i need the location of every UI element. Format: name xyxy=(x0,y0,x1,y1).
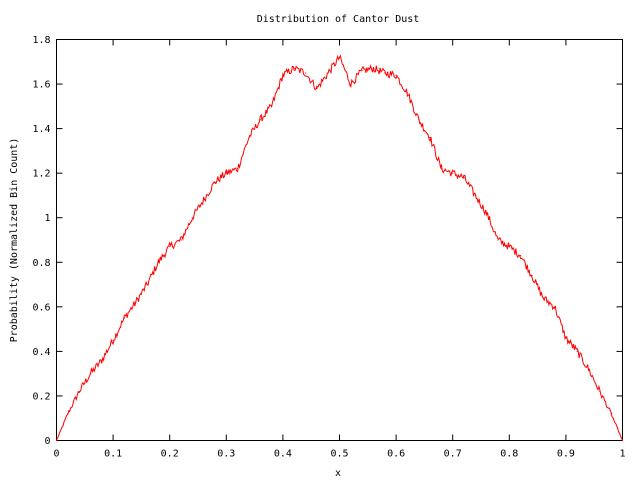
data-point xyxy=(576,350,578,352)
x-axis-label: x xyxy=(335,468,341,479)
data-point xyxy=(486,212,488,214)
x-tick-label: 0.9 xyxy=(557,449,575,460)
data-point xyxy=(214,181,216,183)
series-line xyxy=(56,54,623,441)
data-point xyxy=(237,168,239,170)
data-point xyxy=(418,119,420,121)
data-point xyxy=(123,317,126,319)
plot-frame xyxy=(56,39,623,441)
data-point xyxy=(542,297,544,299)
y-tick-label: 1.6 xyxy=(32,80,50,91)
data-point xyxy=(520,254,522,257)
x-tick-label: 0.5 xyxy=(330,449,348,460)
x-tick-label: 0.6 xyxy=(387,449,405,460)
y-tick-label: 0.4 xyxy=(32,347,50,358)
data-point xyxy=(429,136,431,139)
data-point xyxy=(384,72,386,74)
data-point xyxy=(565,337,567,339)
x-axis: 0 0.1 0.2 0.3 0.4 0.5 0.6 0.7 0.8 0.9 1 xyxy=(53,39,626,460)
data-point xyxy=(587,368,590,370)
x-tick-label: 0.3 xyxy=(217,449,235,460)
series-layer xyxy=(55,54,624,442)
data-point xyxy=(101,359,103,361)
data-point xyxy=(406,92,409,94)
x-tick-label: 0.4 xyxy=(274,449,292,460)
data-point xyxy=(350,83,352,85)
data-point xyxy=(327,72,329,74)
data-point xyxy=(282,74,284,76)
data-point xyxy=(67,413,69,415)
data-point xyxy=(610,413,612,415)
data-point xyxy=(89,373,92,375)
data-point xyxy=(463,177,465,179)
data-point xyxy=(135,301,137,303)
x-tick-label: 0 xyxy=(53,449,59,460)
data-point xyxy=(112,339,114,341)
data-point xyxy=(55,439,58,442)
data-point xyxy=(338,56,341,58)
x-tick-label: 0.7 xyxy=(444,449,462,460)
y-tick-label: 1 xyxy=(44,213,50,224)
data-point xyxy=(248,136,250,139)
x-tick-label: 0.1 xyxy=(104,449,122,460)
data-point xyxy=(270,105,273,107)
data-point xyxy=(180,239,182,241)
x-tick-label: 0.8 xyxy=(500,449,518,460)
y-axis-label: Probability (Normalized Bin Count) xyxy=(9,138,20,343)
data-point xyxy=(293,67,295,70)
x-tick-label: 0.2 xyxy=(161,449,179,460)
data-point xyxy=(78,390,80,393)
data-point xyxy=(203,199,205,201)
data-point xyxy=(440,168,442,170)
data-point xyxy=(497,239,499,241)
data-point xyxy=(395,74,397,76)
data-point xyxy=(169,246,171,248)
chart-title: Distribution of Cantor Dust xyxy=(257,14,420,25)
data-point xyxy=(508,246,510,248)
data-point xyxy=(191,217,193,219)
data-point xyxy=(531,275,533,277)
data-point xyxy=(599,390,601,393)
data-point xyxy=(452,172,454,174)
data-point xyxy=(225,172,227,174)
data-point xyxy=(361,70,363,72)
data-point xyxy=(146,283,148,286)
y-tick-label: 0.6 xyxy=(32,302,50,313)
y-axis: 0 0.2 0.4 0.6 0.8 1 1.2 1.4 1.6 1.8 xyxy=(32,35,623,447)
data-point xyxy=(259,119,261,121)
y-tick-label: 0 xyxy=(44,436,50,447)
data-point xyxy=(474,194,476,197)
data-point xyxy=(621,439,624,442)
y-tick-label: 1.4 xyxy=(32,124,50,135)
data-point xyxy=(304,72,307,74)
y-tick-label: 0.2 xyxy=(32,391,50,402)
data-point xyxy=(372,67,375,70)
data-point xyxy=(316,87,318,90)
y-tick-label: 0.8 xyxy=(32,258,50,269)
y-tick-label: 1.2 xyxy=(32,169,50,180)
x-tick-label: 1 xyxy=(619,449,625,460)
data-point xyxy=(553,306,556,308)
y-tick-label: 1.8 xyxy=(32,35,50,46)
data-point xyxy=(157,261,159,263)
